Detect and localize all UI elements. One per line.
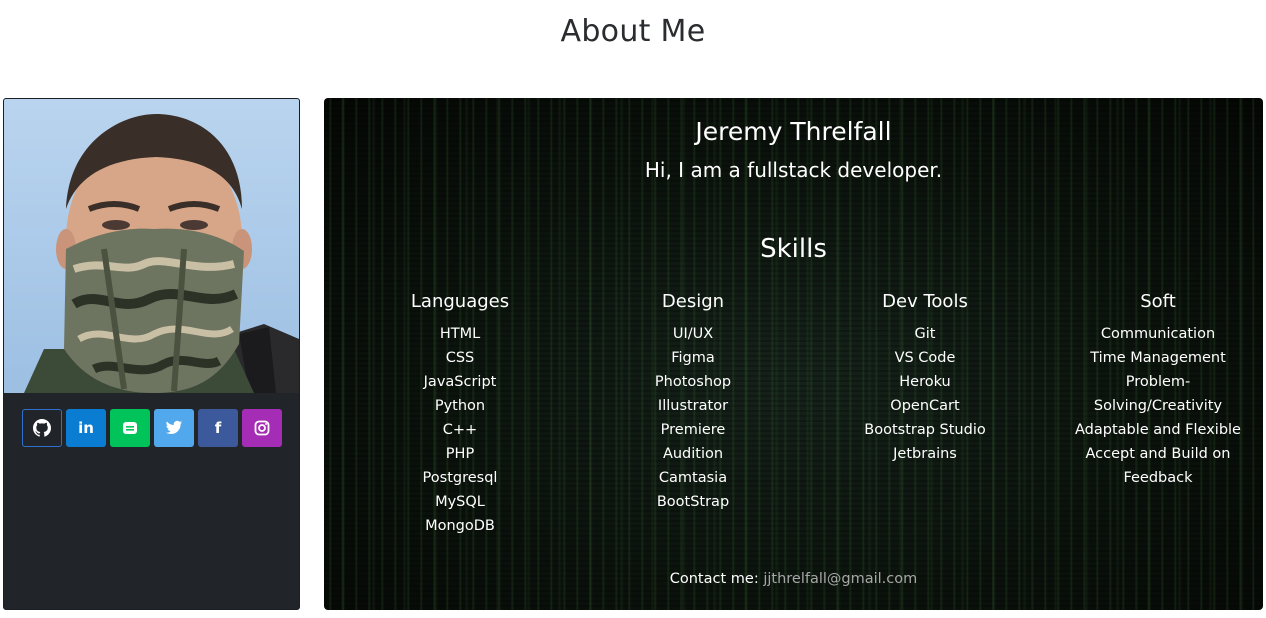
- skill-item: Bootstrap Studio: [864, 422, 986, 438]
- skill-item: Illustrator: [657, 398, 729, 414]
- linkedin-icon: in: [78, 419, 94, 437]
- skills-column-heading: Soft: [1140, 291, 1176, 312]
- skill-item: Figma: [671, 350, 715, 366]
- skills-column-dev-tools: Dev Tools Git VS Code Heroku OpenCart Bootst…: [809, 290, 1041, 466]
- skill-item: Time Management: [1090, 350, 1226, 366]
- info-panel: Jeremy Threlfall Hi, I am a fullstack de…: [324, 98, 1263, 610]
- skills-list: HTML CSS JavaScript Python C++ PHP Postgresql M…: [344, 322, 576, 538]
- skills-column-heading: Design: [661, 291, 725, 312]
- skill-item: OpenCart: [890, 398, 960, 414]
- skill-item: C++: [442, 422, 478, 438]
- line-button[interactable]: [110, 409, 150, 447]
- skill-item: Python: [434, 398, 486, 414]
- skill-item: CSS: [445, 350, 475, 366]
- skill-item: VS Code: [894, 350, 956, 366]
- skills-list: Communication Time Management Problem-Solv…: [1042, 322, 1263, 490]
- skill-item: PHP: [445, 446, 475, 462]
- skill-item: UI/UX: [672, 326, 714, 342]
- line-icon: [123, 422, 137, 434]
- linkedin-button[interactable]: in: [66, 409, 106, 447]
- skills-column-soft: Soft Communication Time Management Problem…: [1042, 290, 1263, 490]
- contact-label: Contact me:: [669, 571, 759, 587]
- profile-photo: [4, 99, 299, 393]
- developer-tagline: Hi, I am a fullstack developer.: [644, 158, 943, 182]
- profile-photo-image: [24, 114, 299, 393]
- developer-name: Jeremy Threlfall: [695, 117, 892, 146]
- skills-column-languages: Languages HTML CSS JavaScript Python C++ PHP P…: [344, 290, 576, 538]
- skills-heading: Skills: [760, 234, 827, 264]
- skill-item: Premiere: [660, 422, 726, 438]
- twitter-button[interactable]: [154, 409, 194, 447]
- skill-item: HTML: [439, 326, 481, 342]
- skill-item: BootStrap: [656, 494, 730, 510]
- skills-column-heading: Languages: [410, 291, 510, 312]
- github-button[interactable]: [22, 409, 62, 447]
- skill-item: Camtasia: [658, 470, 728, 486]
- skills-list: UI/UX Figma Photoshop Illustrator Premiere Au…: [577, 322, 809, 514]
- twitter-icon: [165, 420, 183, 435]
- skill-item: Adaptable and Flexible: [1075, 422, 1241, 438]
- skill-item: Git: [914, 326, 936, 342]
- skills-column-design: Design UI/UX Figma Photoshop Illustrator Pre…: [577, 290, 809, 514]
- skills-list: Git VS Code Heroku OpenCart Bootstrap Studio…: [809, 322, 1041, 466]
- instagram-icon: [254, 420, 270, 436]
- facebook-button[interactable]: f: [198, 409, 238, 447]
- skill-item: Communication: [1100, 326, 1216, 342]
- profile-card: in f: [3, 98, 300, 610]
- contact-email-link[interactable]: jjthrelfall@gmail.com: [763, 571, 918, 587]
- skill-item: Heroku: [899, 374, 951, 390]
- github-icon: [33, 419, 51, 437]
- skill-item: JavaScript: [423, 374, 497, 390]
- skill-item: Jetbrains: [893, 446, 957, 462]
- skills-column-heading: Dev Tools: [882, 291, 968, 312]
- facebook-icon: f: [214, 419, 222, 437]
- skill-item: Audition: [662, 446, 724, 462]
- contact-line: Contact me: jjthrelfall@gmail.com: [324, 571, 1263, 587]
- skill-item: Postgresql: [422, 470, 498, 486]
- social-links: in f: [22, 409, 282, 447]
- skill-item: Problem-Solving/Creativity: [1093, 374, 1223, 414]
- instagram-button[interactable]: [242, 409, 282, 447]
- skill-item: Accept and Build on Feedback: [1085, 446, 1231, 486]
- page-title: About Me: [560, 14, 706, 49]
- skill-item: MySQL: [435, 494, 485, 510]
- skill-item: MongoDB: [425, 518, 495, 534]
- skill-item: Photoshop: [654, 374, 732, 390]
